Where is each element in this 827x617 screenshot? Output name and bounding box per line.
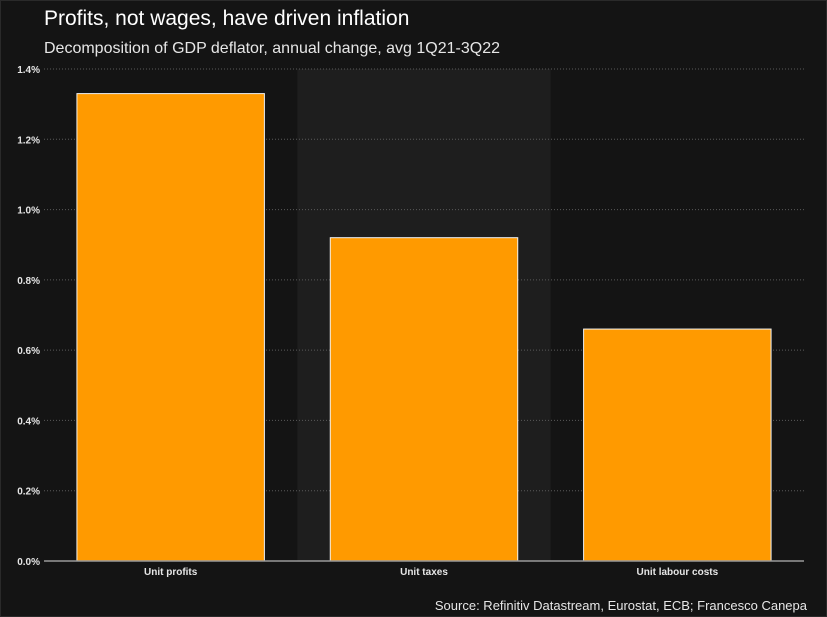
bar [76,93,265,562]
y-tick-label: 0.0% [17,557,40,568]
y-tick-label: 0.8% [17,276,40,287]
chart-title: Profits, not wages, have driven inflatio… [44,7,410,30]
y-tick-label: 1.4% [17,65,40,76]
y-tick-label: 1.2% [17,135,40,146]
y-tick-label: 0.6% [17,346,40,357]
bar [329,237,519,562]
y-tick-label: 0.4% [17,416,40,427]
bar [583,328,772,562]
y-tick-label: 0.2% [17,487,40,498]
y-tick-label: 1.0% [17,206,40,217]
chart-subtitle: Decomposition of GDP deflator, annual ch… [44,40,500,57]
x-tick-label: Unit profits [144,567,198,578]
source-note: Source: Refinitiv Datastream, Eurostat, … [434,598,807,613]
x-tick-label: Unit labour costs [636,567,718,578]
x-tick-label: Unit taxes [400,567,448,578]
